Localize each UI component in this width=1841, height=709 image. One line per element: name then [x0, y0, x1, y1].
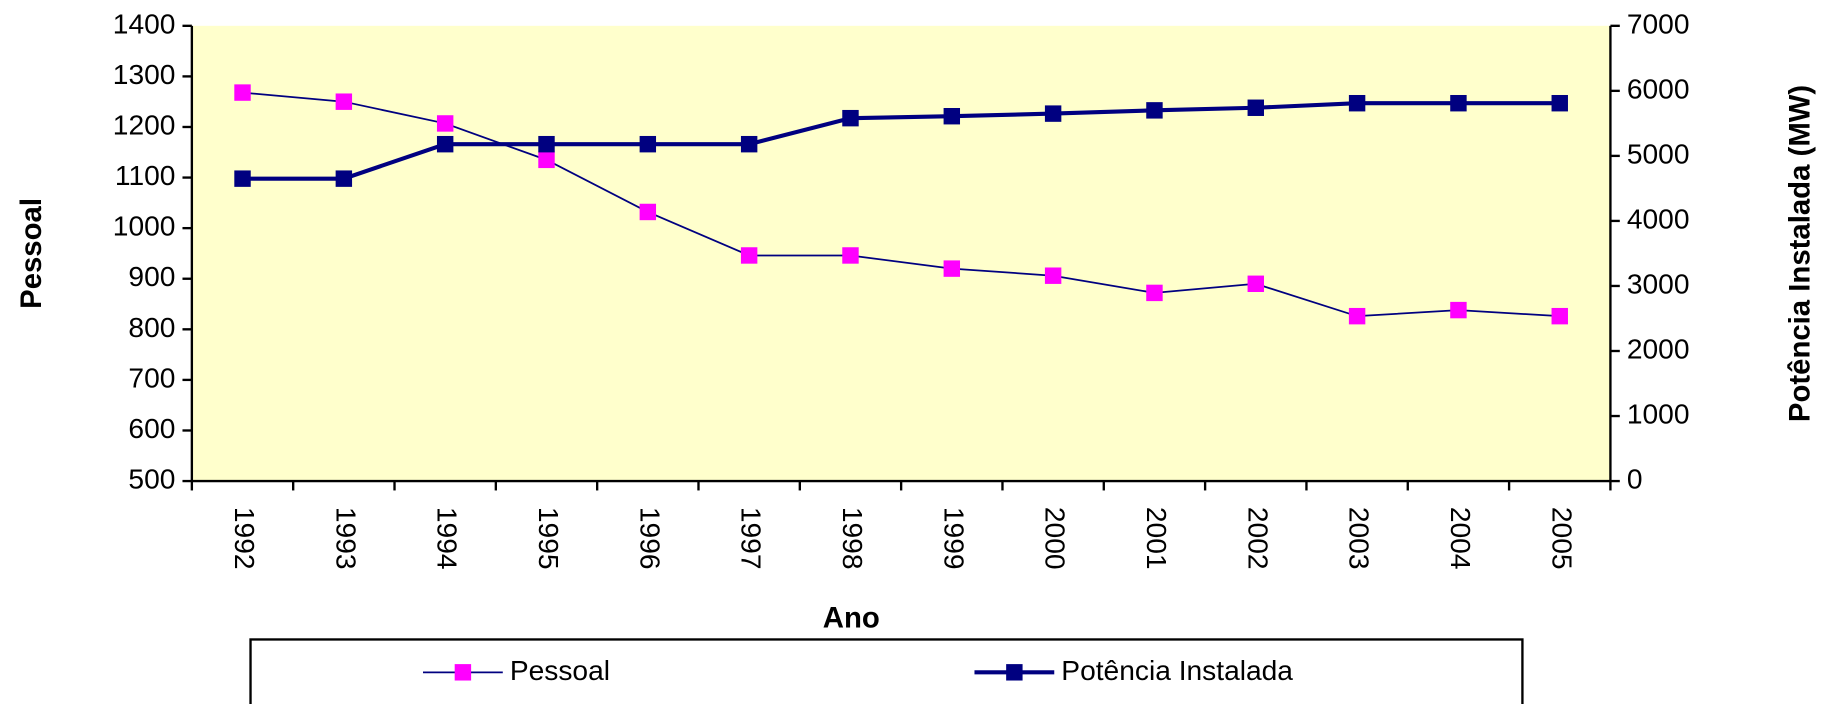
marker: [1348, 307, 1366, 325]
y-axis-label: Pessoal: [15, 198, 48, 309]
x-tick-label: 2005: [1546, 507, 1577, 570]
legend-label: Potência Instalada: [1061, 655, 1293, 686]
marker: [943, 260, 961, 277]
series-line: [242, 91, 1560, 318]
y-tick-label: 500: [128, 464, 175, 495]
y2-axis-label: Potência Instalada (MW): [1783, 85, 1816, 422]
x-tick-label: 1996: [634, 507, 665, 570]
y2-tick-label: 5000: [1627, 138, 1690, 169]
marker: [1348, 94, 1366, 112]
marker: [538, 135, 555, 153]
y-tick-label: 1200: [113, 109, 176, 140]
y-tick-label: 1100: [115, 160, 176, 191]
marker: [943, 108, 961, 125]
x-tick-label: 1998: [837, 507, 868, 570]
marker: [740, 135, 758, 153]
y2-tick-label: 2000: [1627, 333, 1690, 364]
legend-marker: [454, 664, 472, 681]
y-tick-label: 900: [128, 261, 175, 292]
legend-marker: [1006, 664, 1023, 681]
x-tick-label: 1997: [736, 507, 767, 570]
marker: [335, 170, 353, 187]
marker: [436, 115, 454, 132]
marker: [639, 203, 657, 221]
y2-tick-label: 6000: [1627, 73, 1690, 104]
x-tick-label: 1995: [533, 507, 564, 570]
x-tick-label: 1993: [330, 507, 361, 570]
y-tick-label: 700: [128, 362, 175, 393]
y-tick-label: 800: [128, 312, 175, 343]
marker: [740, 247, 758, 264]
marker: [1044, 267, 1062, 284]
legend-label: Pessoal: [510, 655, 610, 686]
marker: [335, 93, 353, 110]
marker: [234, 170, 251, 187]
marker: [1146, 284, 1163, 302]
marker: [1247, 99, 1264, 116]
x-tick-label: 1999: [938, 507, 969, 570]
x-axis-label: Ano: [823, 601, 880, 634]
x-tick-label: 2002: [1242, 507, 1273, 570]
marker: [842, 109, 859, 127]
x-tick-label: 2003: [1344, 507, 1375, 570]
marker: [1044, 105, 1062, 122]
y-tick-label: 600: [128, 413, 175, 444]
marker: [436, 135, 454, 153]
marker: [1450, 301, 1467, 319]
x-tick-label: 2000: [1040, 507, 1071, 570]
y-tick-label: 1300: [113, 59, 176, 90]
marker: [639, 135, 657, 153]
x-tick-label: 2001: [1141, 507, 1172, 570]
marker: [1450, 94, 1467, 112]
marker: [538, 151, 555, 169]
y2-tick-label: 4000: [1627, 203, 1690, 234]
y2-tick-label: 0: [1627, 464, 1643, 495]
x-tick-label: 1994: [432, 507, 463, 570]
marker: [234, 84, 251, 101]
y2-tick-label: 1000: [1627, 398, 1690, 429]
x-tick-label: 1992: [229, 507, 260, 570]
series-line: [242, 101, 1560, 181]
marker: [1146, 102, 1163, 119]
y-tick-label: 1000: [113, 211, 176, 242]
marker: [842, 247, 859, 264]
marker: [1247, 275, 1264, 293]
y2-tick-label: 3000: [1627, 268, 1690, 299]
y-tick-label: 1400: [113, 8, 176, 39]
plot-area: [191, 25, 1611, 482]
x-tick-label: 2004: [1445, 507, 1476, 570]
marker: [1551, 94, 1568, 112]
marker: [1551, 307, 1568, 325]
y2-tick-label: 7000: [1627, 8, 1690, 39]
